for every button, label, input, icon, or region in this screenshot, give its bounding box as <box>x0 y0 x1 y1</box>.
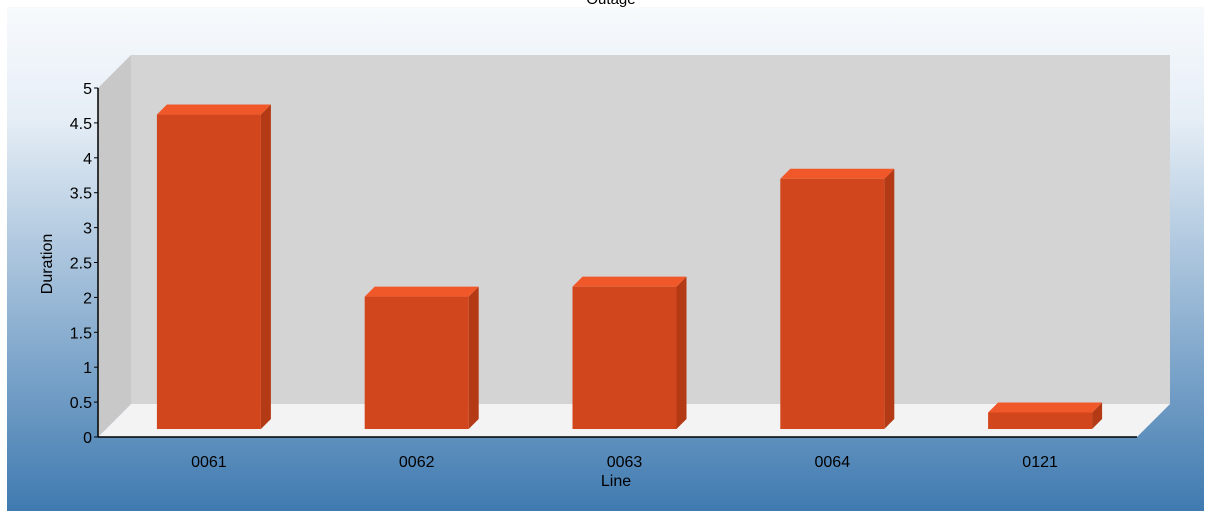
x-tick-label: 0064 <box>815 454 851 471</box>
bar-side <box>468 286 479 429</box>
bar-0061 <box>156 104 271 430</box>
y-tick-label: 5 <box>83 81 92 98</box>
y-tick-label: 1.5 <box>70 325 92 342</box>
bar-side <box>1092 402 1103 429</box>
y-tick-label: 2 <box>83 290 92 307</box>
y-tick-label: 0 <box>83 430 92 447</box>
x-axis: 0061 0062 0063 0064 0121 <box>98 436 1137 471</box>
x-tick-label: 0063 <box>607 454 643 471</box>
bar-front <box>572 286 677 429</box>
bar-side <box>260 104 271 430</box>
y-tick-label: 3 <box>83 221 92 238</box>
y-tick-label: 0.5 <box>70 395 92 412</box>
y-tick-label: 1 <box>83 360 92 377</box>
bar-top <box>988 402 1103 413</box>
bar-top <box>156 104 271 115</box>
bar-front <box>364 296 469 429</box>
bar-0063 <box>572 276 687 429</box>
bar-top <box>364 286 479 297</box>
y-tick-label: 2.5 <box>70 256 92 273</box>
bar-side <box>884 168 895 429</box>
y-tick-label: 4.5 <box>70 116 92 133</box>
x-tick-label: 0061 <box>191 454 227 471</box>
bars <box>156 104 1103 430</box>
bar-0121 <box>988 402 1103 429</box>
y-axis-label: Duration <box>39 234 56 294</box>
bar-front <box>156 114 261 430</box>
bar-0062 <box>364 286 479 429</box>
bar-side <box>676 276 687 429</box>
bar-front <box>988 412 1093 429</box>
y-tick-label: 4 <box>83 151 92 168</box>
x-axis-label: Line <box>601 473 631 490</box>
left-wall <box>98 55 131 437</box>
x-tick-label: 0121 <box>1022 454 1058 471</box>
bar-top <box>780 168 895 179</box>
bar-front <box>780 178 885 429</box>
chart-title: Outage <box>586 0 635 8</box>
y-axis: 0 0.5 1 1.5 2 2.5 3 3.5 4 4.5 5 <box>70 81 99 447</box>
x-tick-label: 0062 <box>399 454 435 471</box>
y-tick-label: 3.5 <box>70 186 92 203</box>
bar-top <box>572 276 687 287</box>
bar-0064 <box>780 168 895 429</box>
